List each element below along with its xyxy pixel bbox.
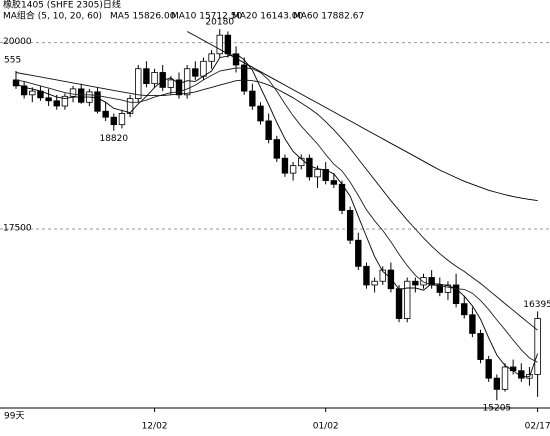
ma-line: [15, 67, 538, 363]
chart-subtitle: MA组合 (5, 10, 20, 60): [3, 10, 102, 22]
candle-body: [216, 34, 223, 55]
candle-body: [346, 210, 354, 241]
y-tick-label: 17500: [3, 224, 32, 234]
candle-body: [444, 284, 452, 293]
annotation: 18820: [99, 134, 128, 144]
x-tick-label: 01/02: [313, 422, 339, 432]
candle-body: [224, 34, 232, 55]
candle-body: [420, 277, 427, 286]
candle-body: [485, 359, 492, 379]
candle-body: [20, 85, 28, 96]
candle-body: [69, 88, 77, 97]
legend-label: MA20 16143.00: [232, 12, 303, 22]
candle-body: [363, 265, 370, 286]
candle-body: [461, 303, 468, 316]
candle-body: [501, 366, 509, 390]
candle-body: [61, 95, 69, 107]
candle-body: [330, 180, 338, 185]
candle-body: [151, 72, 158, 85]
candle-body: [167, 79, 175, 88]
candle-body: [102, 110, 109, 118]
candle-body: [110, 116, 117, 126]
candle-body: [118, 113, 126, 126]
x-tick-label: 02/17: [525, 422, 550, 432]
ma-line: [186, 31, 538, 202]
candle-body: [469, 314, 476, 334]
candle-body: [78, 88, 85, 103]
candle-body: [314, 168, 321, 178]
edge-label: 555: [4, 56, 21, 66]
candle-body: [200, 60, 207, 77]
footer: 99天: [4, 412, 24, 422]
candle-body: [412, 280, 419, 286]
candle-body: [257, 105, 264, 122]
candle-body: [355, 239, 362, 267]
candle-body: [126, 98, 134, 114]
chart-title: 橡胶1405 (SHFE 2305)日线: [3, 0, 121, 11]
candle-body: [371, 280, 378, 286]
y-tick-label: 20000: [3, 37, 32, 47]
candle-body: [403, 280, 411, 319]
candle-body: [322, 168, 329, 181]
candle-body: [298, 157, 305, 167]
candle-body: [143, 68, 150, 85]
x-tick-label: 12/02: [142, 422, 168, 432]
candle-body: [249, 90, 256, 107]
candle-body: [265, 120, 272, 140]
candle-body: [306, 157, 313, 178]
candle-body: [94, 91, 101, 112]
candle-body: [240, 64, 248, 92]
legend-label: MA5 15826.00: [110, 12, 176, 22]
ma-line: [15, 53, 539, 378]
candle-body: [395, 288, 403, 319]
candle-body: [281, 157, 289, 174]
candle-body: [29, 90, 36, 96]
candle-body: [436, 284, 443, 293]
candle-body: [379, 269, 386, 282]
annotation: 20180: [205, 18, 234, 28]
candle-body: [493, 377, 501, 390]
annotation: 16395: [523, 300, 550, 310]
candle-body: [273, 139, 280, 159]
candle-body: [53, 100, 60, 107]
candle-body: [477, 333, 484, 360]
legend-label: MA10 15712.50: [171, 12, 242, 22]
candle-body: [534, 318, 541, 375]
candle-body: [289, 165, 297, 174]
candle-body: [387, 269, 395, 290]
ma-line: [15, 72, 538, 331]
candle-body: [175, 79, 183, 96]
legend-label: MA60 17882.67: [293, 12, 364, 22]
annotation: 15205: [483, 404, 512, 414]
candle-body: [135, 68, 142, 99]
candle-body: [45, 97, 52, 102]
candle-body: [338, 183, 346, 211]
candle-body: [192, 68, 199, 77]
candle-body: [452, 284, 460, 305]
candle-body: [208, 53, 215, 62]
